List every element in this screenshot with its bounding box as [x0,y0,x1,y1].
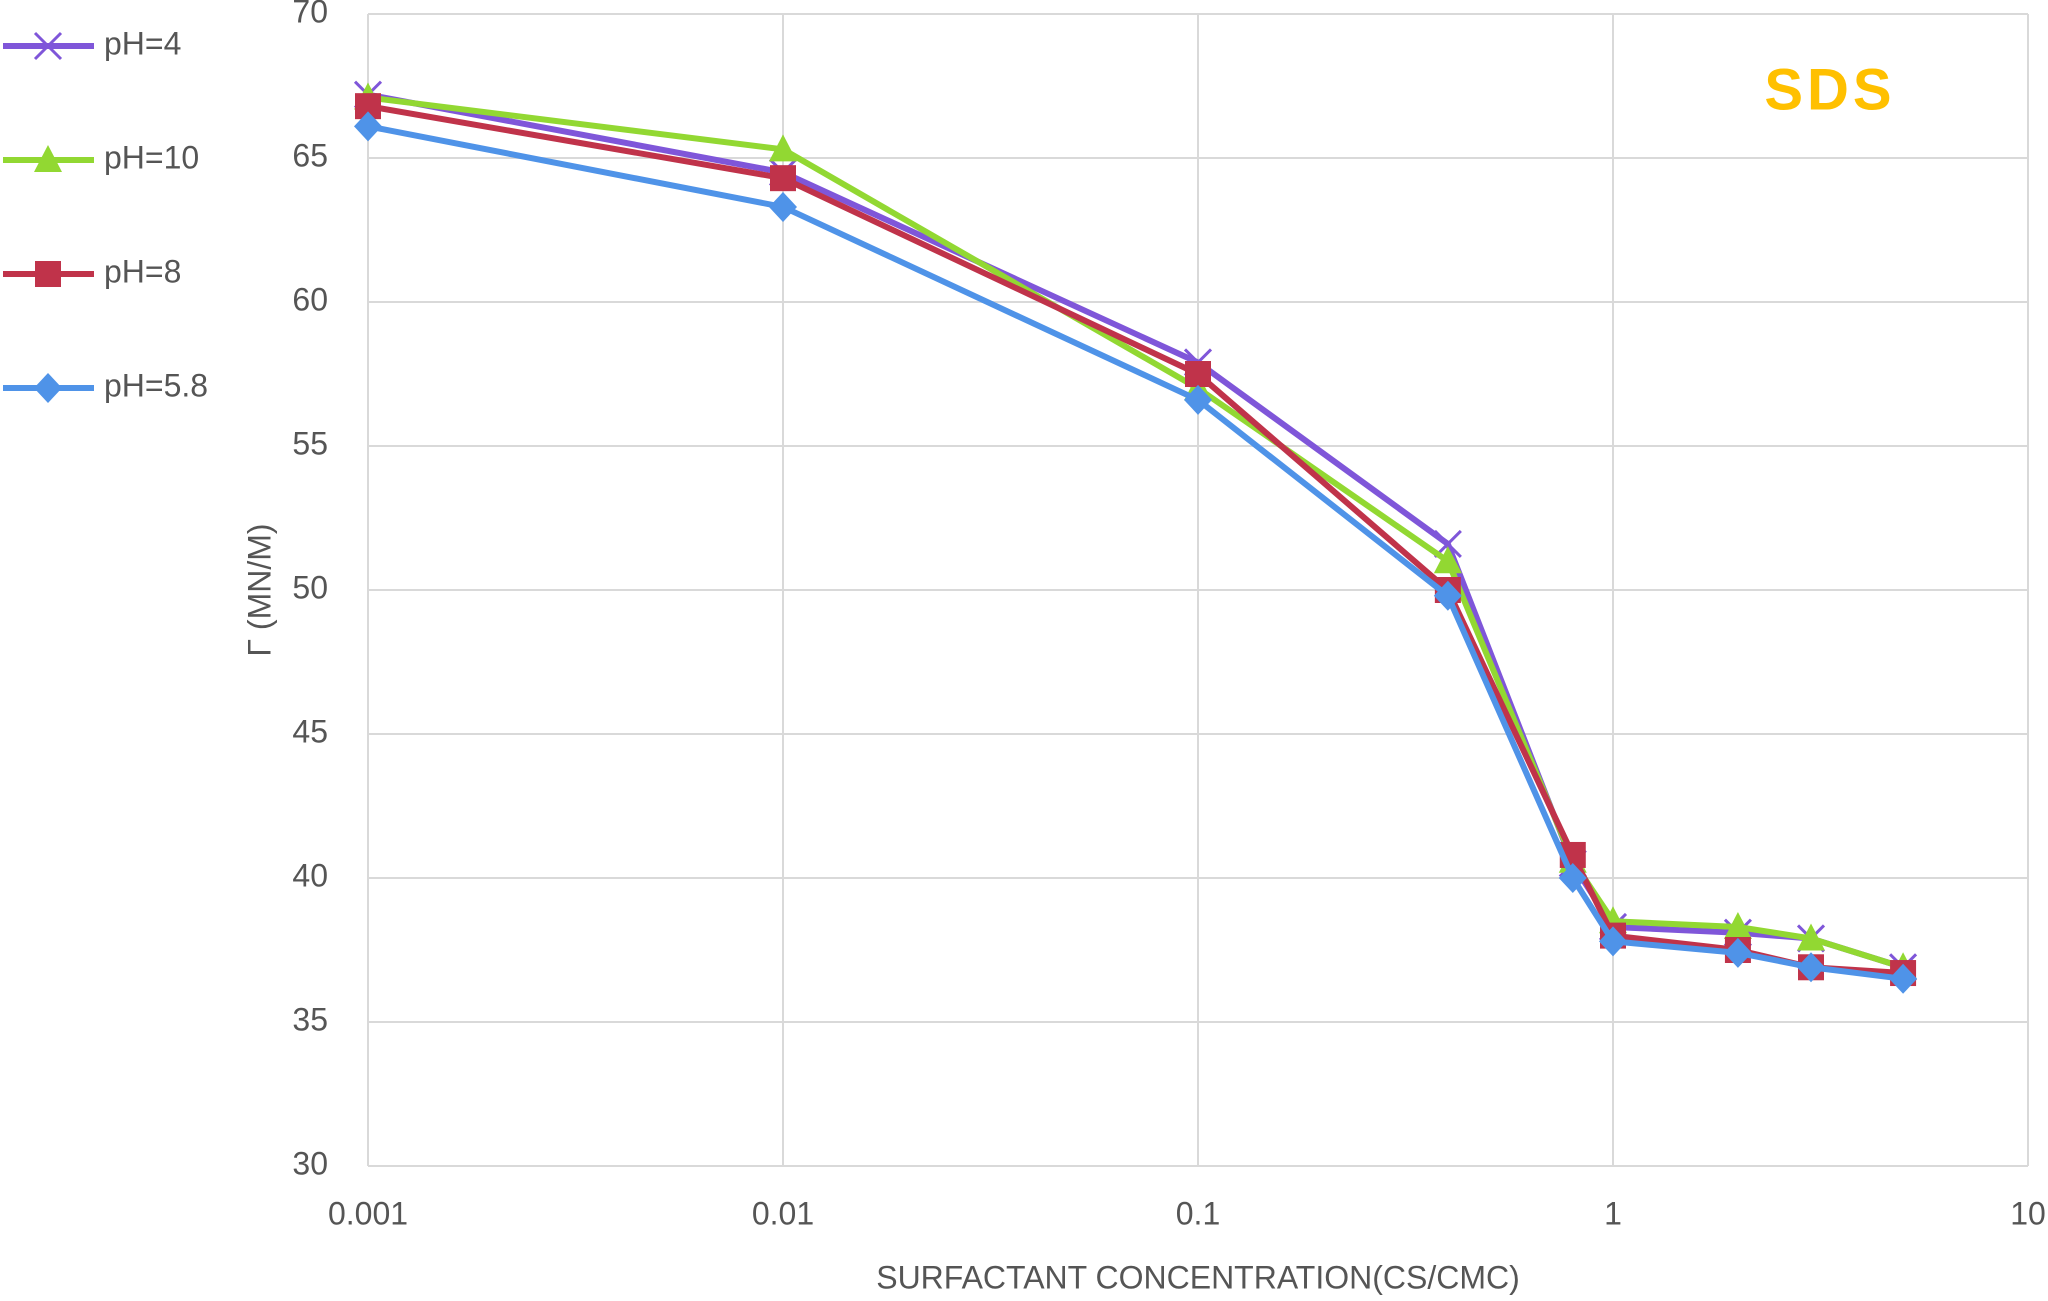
marker [1184,384,1212,415]
line [367,94,1904,971]
x-tick-label: 0.1 [1176,1195,1220,1231]
annotation: SDS [1764,57,1895,122]
y-tick-label: 40 [292,857,328,893]
marker [1185,361,1211,387]
y-tick-label: 30 [292,1145,328,1181]
marker [1797,952,1826,983]
legend-label: pH=5.8 [104,367,208,403]
x-tick-label: 0.01 [752,1195,814,1231]
marker [1723,937,1752,968]
marker [1433,580,1462,611]
y-axis-label: Γ (MN/M) [241,523,277,656]
y-tick-label: 60 [292,281,328,317]
line [367,123,1904,982]
marker [1723,911,1752,939]
marker [1599,926,1627,957]
legend-label: pH=10 [104,139,199,175]
marker [1889,963,1918,994]
marker [33,31,63,61]
legend-label: pH=4 [104,25,181,61]
x-axis-label: SURFACTANT CONCENTRATION(CS/CMC) [876,1259,1520,1295]
marker [1433,546,1462,574]
y-tick-label: 35 [292,1001,328,1037]
marker [769,134,797,162]
marker [769,191,797,222]
legend-label: pH=8 [104,253,181,289]
line [367,103,1904,977]
y-tick-label: 45 [292,713,328,749]
marker [354,111,382,142]
y-tick-label: 55 [292,425,328,461]
x-tick-label: 0.001 [328,1195,408,1231]
x-tick-label: 10 [2010,1195,2046,1231]
marker [770,165,796,192]
x-tick-label: 1 [1604,1195,1622,1231]
line [367,91,1904,971]
marker [34,373,62,403]
y-tick-label: 50 [292,569,328,605]
marker [34,145,62,172]
marker [35,261,61,287]
y-tick-label: 70 [292,0,328,29]
y-tick-label: 65 [292,137,328,173]
marker [1558,863,1587,893]
marker [1797,923,1826,951]
